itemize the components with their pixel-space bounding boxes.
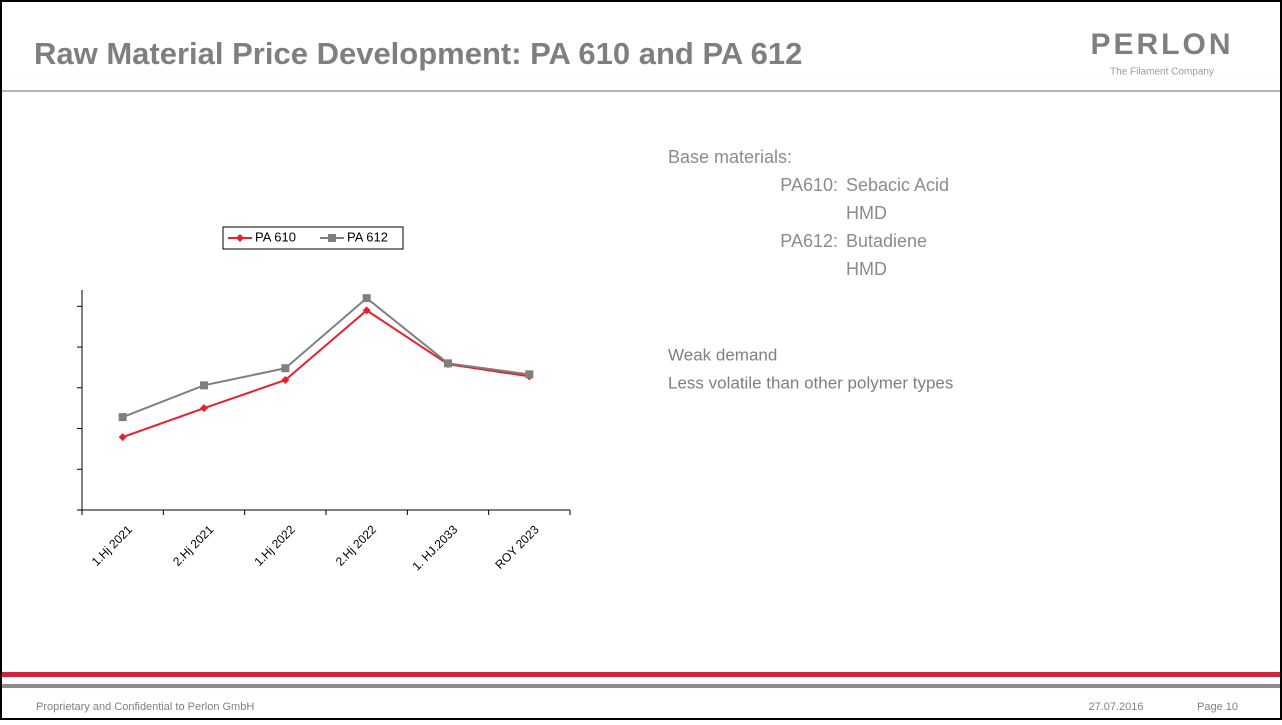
footer-date: 27.07.2016: [1088, 701, 1143, 713]
series-line: [122, 296, 530, 419]
item-line: Sebacic Acid: [846, 175, 949, 195]
legend-label: PA 610: [255, 229, 296, 244]
item-label: PA610:: [780, 175, 838, 195]
marker: [444, 359, 452, 368]
footer-bar-gray: [2, 684, 1280, 688]
marker: [281, 376, 290, 385]
legend-label: PA 612: [347, 229, 388, 244]
footer-bar-red: [2, 672, 1280, 677]
marker: [200, 381, 208, 390]
footer-text: Proprietary and Confidential to Perlon G…: [36, 701, 254, 713]
marker: [118, 433, 127, 442]
item-line: HMD: [846, 259, 887, 279]
marker: [525, 370, 534, 379]
item-line: HMD: [846, 203, 887, 223]
logo: PERLON: [1090, 28, 1233, 61]
marker: [362, 294, 371, 303]
footer-page: Page 10: [1197, 701, 1238, 713]
marker: [236, 234, 244, 242]
bullet: Weak demand: [668, 345, 777, 364]
marker: [200, 404, 208, 413]
marker: [362, 306, 371, 315]
marker: [281, 364, 290, 373]
item-label: PA612:: [780, 231, 838, 251]
bullet: Less volatile than other polymer types: [668, 373, 953, 392]
legend-box: [222, 226, 404, 250]
item-line: Butadiene: [846, 231, 927, 251]
series-line: [122, 309, 530, 439]
marker: [328, 234, 336, 242]
marker: [118, 413, 127, 422]
logo-tagline: The Filament Company: [1110, 67, 1214, 78]
notes-heading: Base materials:: [668, 147, 792, 167]
slide-title: Raw Material Price Development: PA 610 a…: [34, 36, 802, 71]
